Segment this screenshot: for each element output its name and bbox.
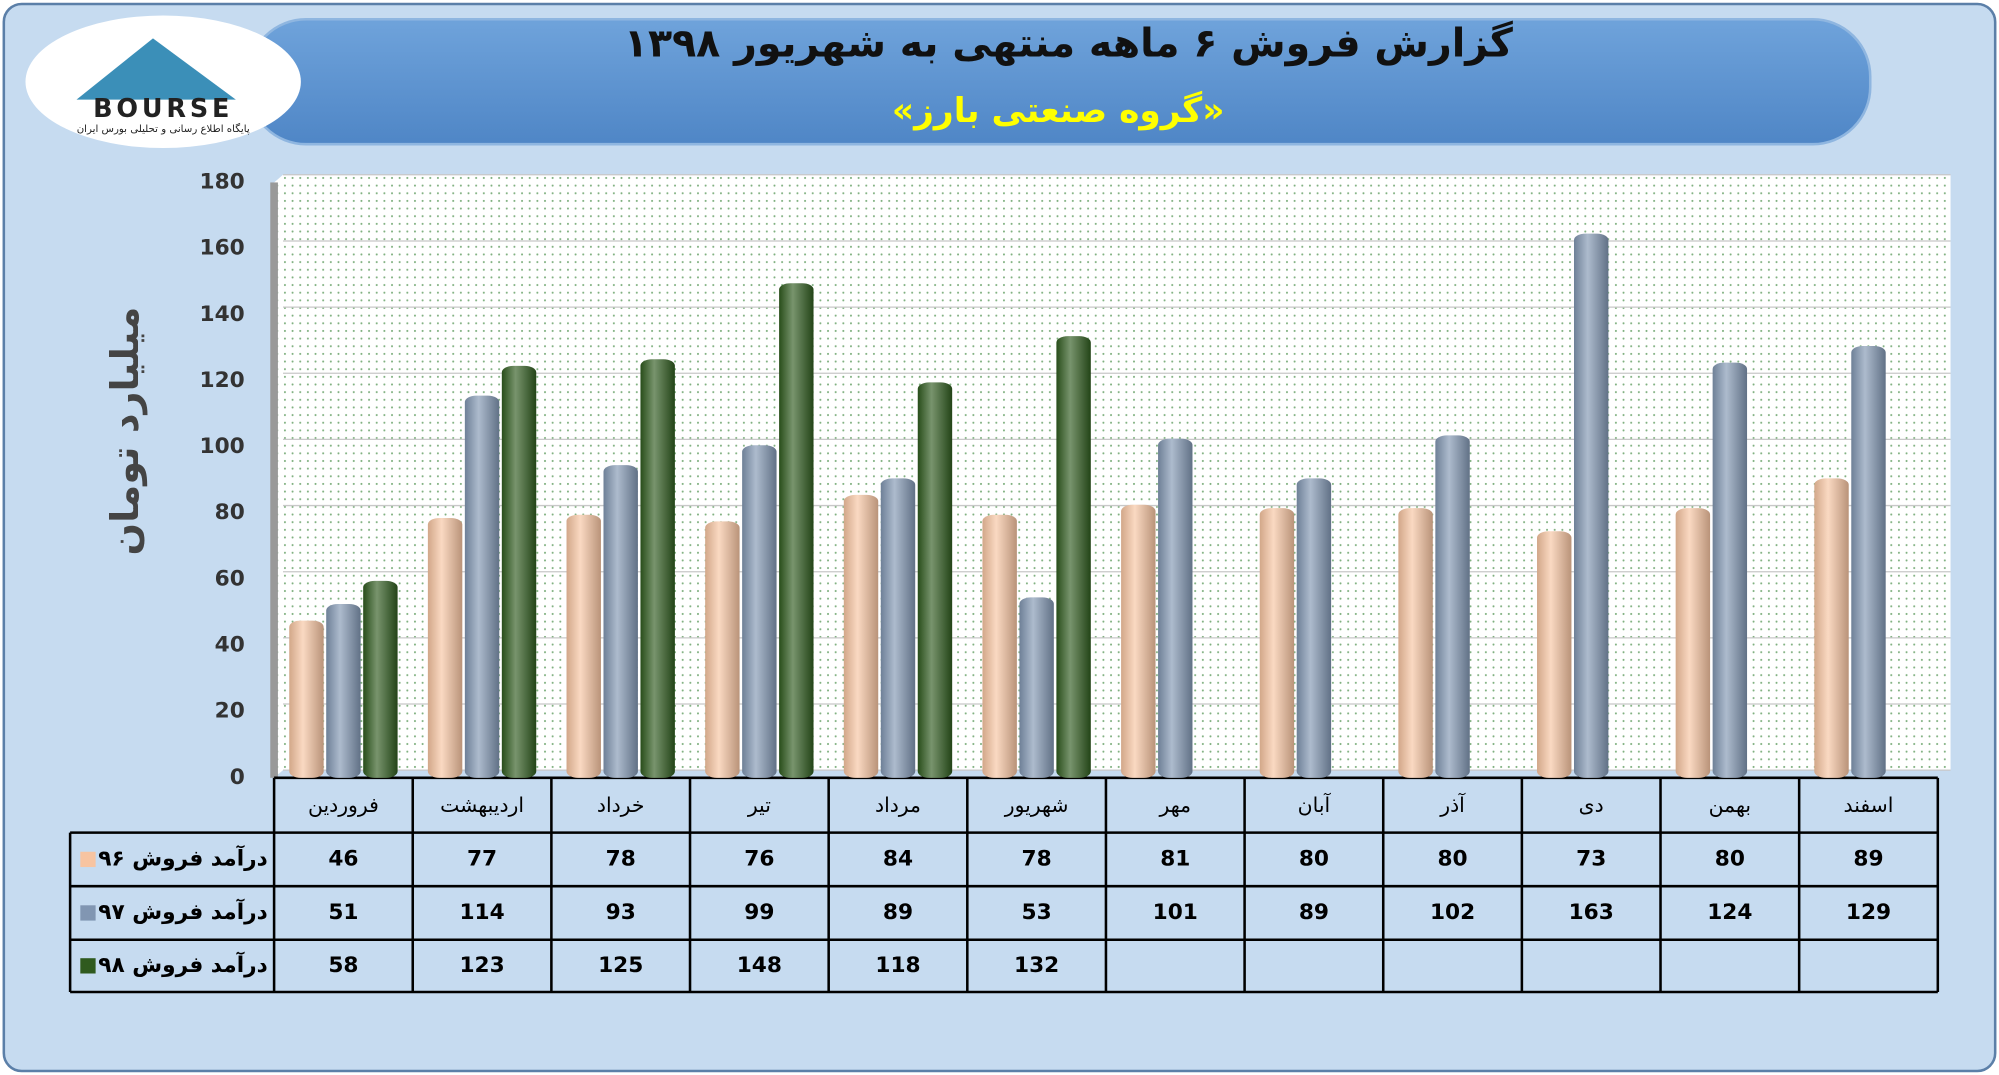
y-tick-label: 180 — [200, 169, 245, 194]
bar — [566, 514, 601, 778]
bar — [1851, 346, 1886, 778]
logo-tagline: پایگاه اطلاع رسانی و تحلیلی بورس ایران — [77, 122, 250, 135]
bar — [501, 365, 537, 778]
x-tick-label: آبان — [1298, 792, 1332, 817]
table-value: 123 — [459, 953, 504, 978]
x-tick-label: آذر — [1439, 792, 1466, 817]
bar — [779, 283, 814, 778]
table-value: 101 — [1153, 900, 1198, 925]
bar — [1056, 336, 1091, 778]
table-value: 124 — [1707, 900, 1752, 925]
bar — [917, 382, 953, 778]
x-tick-label: خرداد — [597, 793, 645, 817]
table-value: 89 — [1853, 846, 1883, 871]
y-tick-label: 20 — [215, 699, 245, 724]
table-value: 81 — [1160, 846, 1190, 871]
x-tick-label: بهمن — [1709, 793, 1751, 817]
table-value: 77 — [467, 846, 497, 871]
x-tick-label: مهر — [1158, 793, 1191, 817]
plot-area — [274, 174, 1951, 778]
bar — [464, 395, 500, 778]
x-tick-label: مرداد — [875, 793, 921, 817]
legend-swatch — [80, 851, 96, 868]
bar — [640, 359, 675, 778]
bar — [1537, 531, 1572, 778]
x-tick-label: اردیبهشت — [440, 793, 524, 817]
y-tick-label: 40 — [215, 633, 245, 658]
table-value: 89 — [883, 900, 913, 925]
legend-swatch — [80, 905, 96, 921]
y-tick-label: 0 — [230, 765, 245, 790]
bar — [1259, 508, 1295, 778]
bar — [603, 465, 638, 778]
x-tick-label: تیر — [747, 793, 771, 817]
bar — [289, 620, 324, 778]
legend-label: درآمد فروش ۹۶ — [98, 844, 267, 871]
x-tick-label: شهریور — [1004, 793, 1069, 817]
table-value: 80 — [1715, 846, 1745, 871]
y-tick-label: 160 — [200, 236, 245, 261]
chart-title: گزارش فروش ۶ ماهه منتهی به شهریور ۱۳۹۸ — [624, 21, 1513, 67]
x-tick-label: اسفند — [1844, 793, 1894, 817]
bar — [1675, 508, 1711, 778]
y-tick-label: 120 — [200, 368, 245, 393]
bar — [427, 518, 463, 778]
bar — [1814, 478, 1849, 778]
logo-name: BOURSE — [93, 94, 233, 124]
y-tick-label: 140 — [200, 302, 245, 327]
bar — [1712, 362, 1748, 778]
y-axis-wall — [270, 182, 278, 778]
bar — [326, 604, 361, 778]
table-value: 53 — [1022, 900, 1052, 925]
table-value: 93 — [606, 900, 636, 925]
table-value: 51 — [328, 900, 358, 925]
data-table: درآمد فروش ۹۶ درآمد فروش ۹۷ درآمد فروش ۹۸ ف… — [68, 776, 1940, 994]
bar — [1398, 508, 1433, 778]
table-value: 78 — [606, 846, 636, 871]
table-value: 78 — [1022, 846, 1052, 871]
table-value: 80 — [1437, 846, 1467, 871]
table-value: 148 — [737, 953, 782, 978]
x-tick-label: دی — [1579, 793, 1604, 817]
table-value: 99 — [744, 900, 774, 925]
bar — [1019, 597, 1054, 778]
bar — [843, 494, 879, 778]
table-value: 129 — [1846, 900, 1891, 925]
bar — [742, 445, 777, 778]
table-value: 163 — [1569, 900, 1614, 925]
table-value: 125 — [598, 953, 643, 978]
table-value: 89 — [1299, 900, 1329, 925]
bar — [1573, 233, 1609, 778]
table-value: 84 — [883, 846, 913, 871]
y-tick-label: 100 — [200, 434, 245, 459]
table-value: 80 — [1299, 846, 1329, 871]
table-value: 114 — [459, 900, 504, 925]
table-value: 132 — [1014, 953, 1059, 978]
y-axis-label: میلیارد تومان — [104, 307, 148, 556]
table-value: 46 — [328, 846, 358, 871]
table-value: 102 — [1430, 900, 1475, 925]
table-value: 73 — [1576, 846, 1606, 871]
bar — [1435, 435, 1470, 778]
y-tick-label: 60 — [215, 566, 245, 591]
bar — [363, 580, 398, 778]
bar — [1296, 478, 1332, 778]
bar — [880, 478, 916, 778]
bar — [1121, 504, 1156, 778]
table-value: 76 — [744, 846, 774, 871]
table-value: 118 — [875, 953, 920, 978]
table-value: 58 — [328, 953, 358, 978]
legend-label: درآمد فروش ۹۷ — [98, 898, 267, 925]
bar — [1158, 438, 1193, 778]
legend-swatch — [80, 958, 96, 974]
chart-subtitle: «گروه صنعتی بارز» — [892, 90, 1225, 131]
y-tick-label: 80 — [215, 500, 245, 525]
x-tick-label: فروردین — [308, 793, 379, 817]
bar — [982, 514, 1017, 778]
logo-icon — [76, 38, 236, 100]
bar — [705, 521, 740, 778]
legend-label: درآمد فروش ۹۸ — [98, 951, 267, 978]
